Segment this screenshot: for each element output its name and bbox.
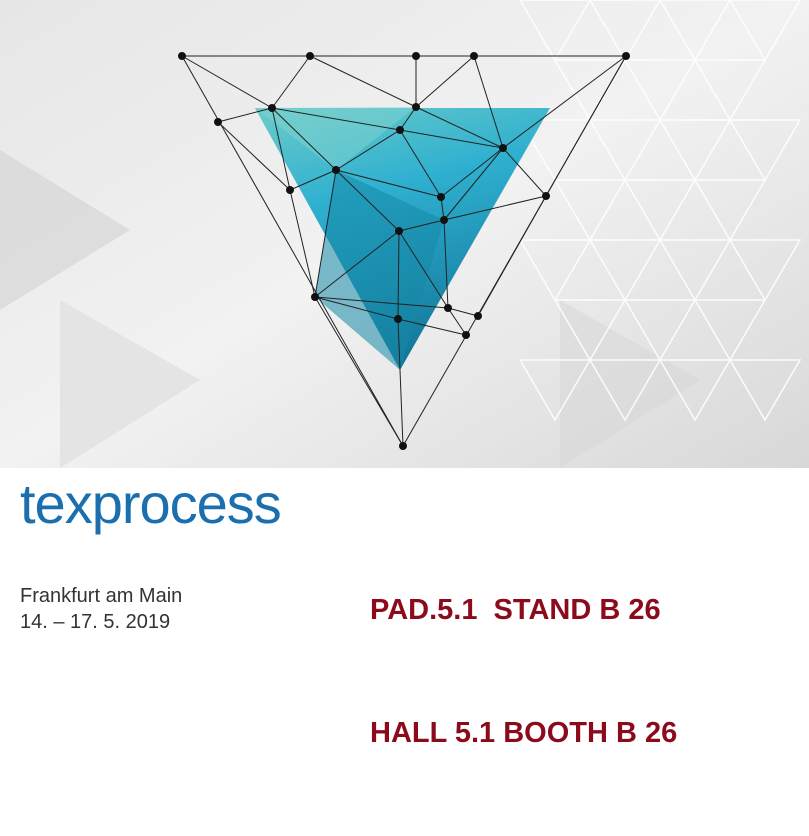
booth-column: PAD.5.1 STAND B 26 HALL 5.1 BOOTH B 26 <box>370 468 809 749</box>
decor-triangle <box>659 0 731 62</box>
network-edge <box>314 296 449 309</box>
decor-triangle <box>658 239 732 302</box>
network-edge <box>271 107 337 171</box>
banner: texprocess Frankfurt am Main 14. – 17. 5… <box>0 0 809 749</box>
network-edge <box>473 55 504 149</box>
decor-triangle <box>588 359 662 422</box>
network-edge <box>289 169 337 191</box>
network-edge <box>335 169 400 232</box>
network-edge <box>271 107 401 131</box>
network-edge <box>440 147 504 198</box>
decor-triangle <box>553 299 627 362</box>
event-info: Frankfurt am Main 14. – 17. 5. 2019 <box>20 583 370 635</box>
network-edge <box>271 107 291 191</box>
network-node <box>311 293 319 301</box>
network-node <box>399 442 407 450</box>
texprocess-logo: texprocess <box>20 472 282 535</box>
network-edge <box>314 296 399 320</box>
network-edge <box>335 169 442 198</box>
network-edge <box>217 107 273 123</box>
network-edge <box>502 55 627 149</box>
booth-line-2: HALL 5.1 BOOTH B 26 <box>370 717 678 749</box>
network-node <box>622 52 630 60</box>
network-node <box>396 126 404 134</box>
network-edge <box>217 121 291 191</box>
decor-triangle <box>518 359 592 422</box>
footer-info: texprocess Frankfurt am Main 14. – 17. 5… <box>0 468 809 749</box>
network-edge <box>397 318 404 447</box>
decor-triangle <box>588 239 662 302</box>
network-node <box>542 192 550 200</box>
network-edge <box>314 230 400 298</box>
network-edge <box>415 106 504 149</box>
network-edge <box>335 129 401 171</box>
event-location: Frankfurt am Main <box>20 585 183 607</box>
network-edge <box>314 169 337 298</box>
network-edge <box>477 195 547 317</box>
network-node <box>462 331 470 339</box>
event-dates: 14. – 17. 5. 2019 <box>20 611 171 633</box>
decor-triangle <box>658 119 732 182</box>
decor-triangle <box>519 0 591 62</box>
network-node <box>286 186 294 194</box>
decor-triangle <box>658 359 732 422</box>
network-node <box>332 166 340 174</box>
decor-triangle <box>553 179 627 242</box>
network-edge <box>314 296 404 447</box>
network-node <box>412 103 420 111</box>
network-triangle-graphic <box>0 0 809 468</box>
network-edge <box>443 147 504 221</box>
network-node <box>474 312 482 320</box>
network-edge <box>309 55 417 108</box>
network-edge <box>447 307 479 317</box>
network-edge <box>289 189 316 298</box>
decor-triangle <box>693 179 767 242</box>
booth-line-1: PAD.5.1 STAND B 26 <box>370 594 661 626</box>
network-node <box>268 104 276 112</box>
decor-triangle <box>623 59 697 122</box>
decor-triangle <box>623 299 697 362</box>
network-node <box>440 216 448 224</box>
network-edge <box>399 129 504 149</box>
network-edge <box>545 55 627 197</box>
network-edge <box>502 147 547 197</box>
network-edge <box>398 230 449 309</box>
network-edge <box>399 106 417 131</box>
network-node <box>444 304 452 312</box>
decor-triangle <box>518 239 592 302</box>
network-node <box>394 315 402 323</box>
decor-triangle <box>728 359 802 422</box>
network-edge <box>399 129 442 198</box>
network-node <box>178 52 186 60</box>
decor-triangle <box>588 119 662 182</box>
decor-triangle <box>728 119 802 182</box>
event-column: texprocess Frankfurt am Main 14. – 17. 5… <box>0 468 370 649</box>
decor-triangle <box>623 179 697 242</box>
decor-triangle <box>728 239 802 302</box>
network-edge <box>443 219 449 309</box>
network-node <box>499 144 507 152</box>
network-edge <box>443 195 547 221</box>
network-edge <box>447 307 467 336</box>
decor-triangle <box>553 59 627 122</box>
network-node <box>412 52 420 60</box>
network-node <box>395 227 403 235</box>
network-edge <box>398 219 445 232</box>
network-node <box>306 52 314 60</box>
network-edge <box>271 55 311 109</box>
network-node <box>470 52 478 60</box>
network-node <box>437 193 445 201</box>
network-edge <box>397 318 467 336</box>
booth-info: PAD.5.1 STAND B 26 HALL 5.1 BOOTH B 26 <box>370 508 809 836</box>
decor-triangle <box>693 59 767 122</box>
network-edge <box>181 55 273 109</box>
decor-triangle <box>589 0 661 62</box>
network-node <box>214 118 222 126</box>
decor-triangle <box>693 299 767 362</box>
network-edge <box>415 55 475 108</box>
decor-triangle <box>729 0 801 62</box>
